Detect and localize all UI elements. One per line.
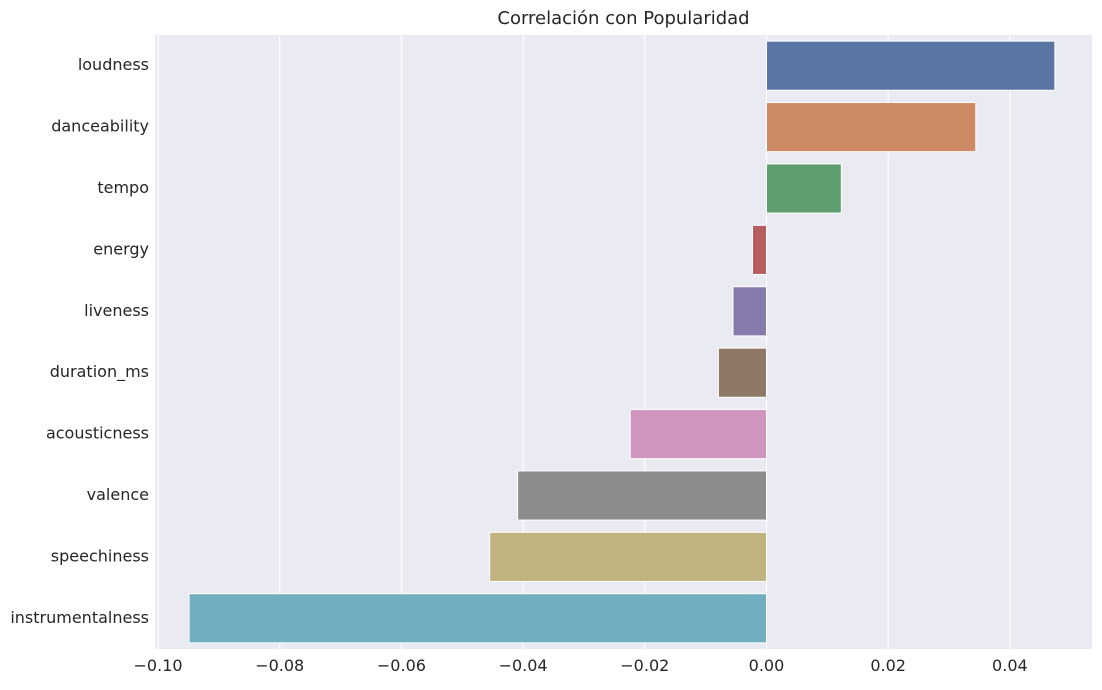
grid-lines xyxy=(157,35,1011,649)
y-tick-labels: loudness danceability tempo energy liveness d… xyxy=(10,55,149,627)
x-tick-label-6: 0.02 xyxy=(870,656,906,675)
y-tick-label-duration_ms: duration_ms xyxy=(50,362,149,382)
x-tick-label-4: −0.02 xyxy=(620,656,669,675)
y-tick-label-instrumentalness: instrumentalness xyxy=(10,608,149,627)
y-tick-label-danceability: danceability xyxy=(51,117,149,136)
y-tick-label-valence: valence xyxy=(87,485,149,504)
bar-energy xyxy=(751,224,767,275)
x-tick-label-2: −0.06 xyxy=(377,656,426,675)
x-tick-label-1: −0.08 xyxy=(255,656,304,675)
y-tick-label-energy: energy xyxy=(93,239,149,258)
bar-danceability xyxy=(765,102,977,153)
bar-speechiness xyxy=(489,531,767,582)
x-tick-labels: −0.10 −0.08 −0.06 −0.04 −0.02 0.00 0.02 0.04 xyxy=(134,656,1028,675)
bar-instrumentalness xyxy=(188,593,767,644)
bar-acousticness xyxy=(629,409,767,460)
y-tick-label-tempo: tempo xyxy=(97,178,149,197)
x-tick-label-3: −0.04 xyxy=(499,656,548,675)
y-tick-label-speechiness: speechiness xyxy=(51,546,149,565)
x-tick-label-7: 0.04 xyxy=(992,656,1028,675)
y-tick-label-acousticness: acousticness xyxy=(46,424,149,443)
bar-valence xyxy=(517,470,767,521)
bar-loudness xyxy=(765,40,1056,91)
bar-duration_ms xyxy=(717,347,767,398)
x-tick-label-0: −0.10 xyxy=(134,656,183,675)
chart-title: Correlación con Popularidad xyxy=(497,8,749,29)
x-tick-label-5: 0.00 xyxy=(749,656,785,675)
y-tick-label-liveness: liveness xyxy=(84,301,149,320)
bar-liveness xyxy=(732,286,767,337)
bar-tempo xyxy=(765,163,842,214)
y-tick-label-loudness: loudness xyxy=(78,55,149,74)
bars xyxy=(188,40,1056,644)
